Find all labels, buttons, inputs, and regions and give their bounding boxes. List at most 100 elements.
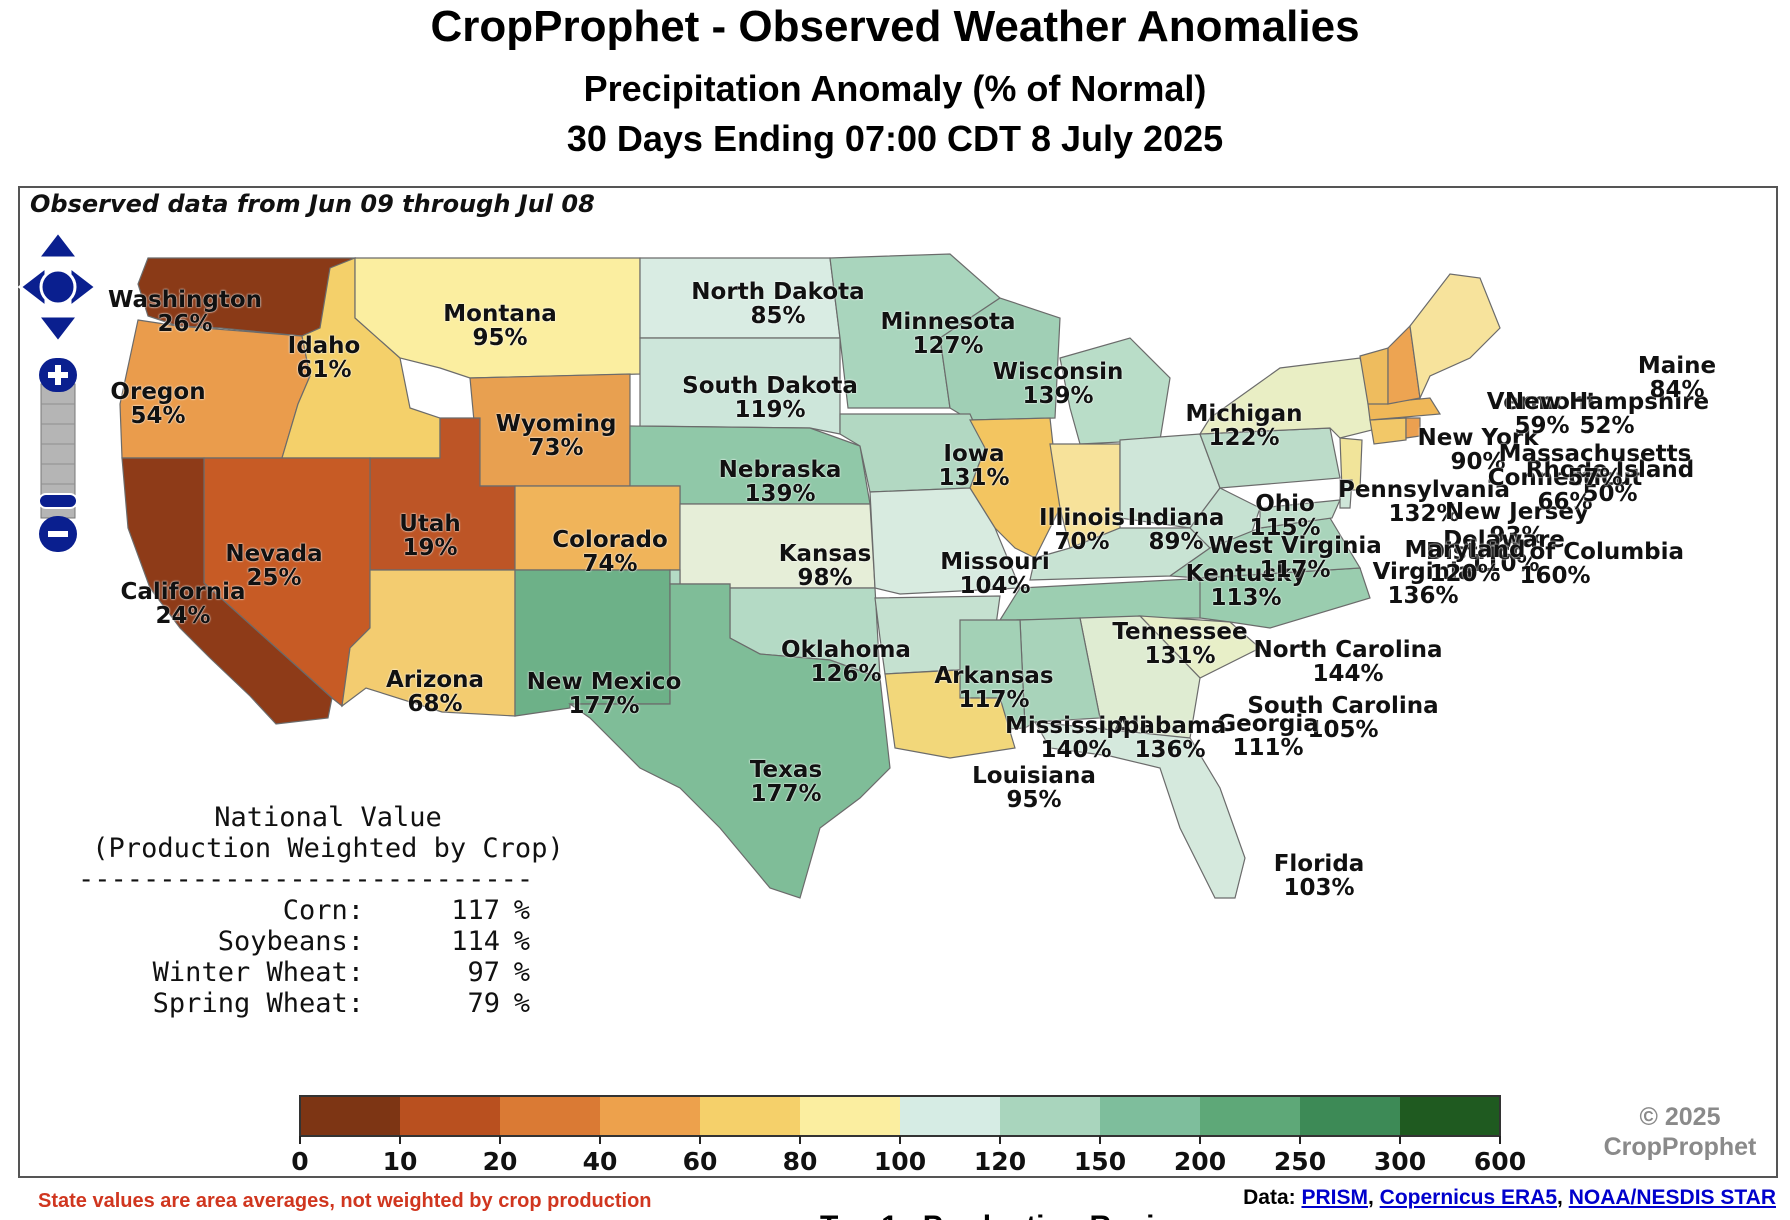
state-value: 54% bbox=[130, 403, 186, 429]
state-name: Illinois bbox=[1039, 505, 1125, 531]
state-region-south-dakota[interactable] bbox=[639, 337, 841, 435]
precip-map[interactable]: 0 10 20 40 60 80 100 120 150 200 250 300 600 bbox=[18, 186, 1778, 1178]
state-label-maine: Maine 84% bbox=[1638, 354, 1716, 402]
state-label-montana: Montana 95% bbox=[443, 302, 556, 350]
legend-tick-label: 120 bbox=[974, 1147, 1026, 1176]
state-value: 139% bbox=[744, 481, 816, 507]
state-name: New Jersey bbox=[1445, 499, 1589, 525]
state-name: Maryland bbox=[1404, 537, 1526, 563]
state-label-maryland: Maryland 120% bbox=[1405, 538, 1526, 586]
state-region-maryland[interactable] bbox=[1259, 499, 1341, 529]
state-name: Maine bbox=[1637, 353, 1717, 379]
legend-swatch bbox=[900, 1096, 1001, 1136]
state-name: South Dakota bbox=[682, 373, 858, 399]
national-value-box: National Value (Production Weighted by C… bbox=[78, 802, 578, 1019]
state-label-missouri: Missouri 104% bbox=[940, 550, 1050, 598]
state-value: 122% bbox=[1208, 425, 1280, 451]
state-name: District of Columbia bbox=[1425, 539, 1685, 565]
crop-label: Spring Wheat: bbox=[152, 988, 364, 1019]
state-region-rhode-island[interactable] bbox=[1405, 417, 1421, 439]
state-value: 104% bbox=[959, 573, 1031, 599]
state-label-wyoming: Wyoming 73% bbox=[496, 412, 617, 460]
state-label-south-carolina: South Carolina 105% bbox=[1247, 694, 1438, 742]
state-region-connecticut[interactable] bbox=[1369, 417, 1407, 445]
state-name: Colorado bbox=[552, 527, 668, 553]
state-label-north-carolina: North Carolina 144% bbox=[1254, 638, 1443, 686]
pan-control[interactable] bbox=[16, 228, 100, 346]
state-value: 140% bbox=[1040, 737, 1112, 763]
state-name: Kentucky bbox=[1185, 561, 1307, 587]
state-label-new-york: New York 90% bbox=[1417, 426, 1538, 474]
state-label-pennsylvania: Pennsylvania 132% bbox=[1338, 478, 1510, 526]
state-value: 160% bbox=[1519, 563, 1591, 589]
national-row: Winter Wheat: 97% bbox=[78, 957, 578, 988]
state-value: 98% bbox=[797, 565, 853, 591]
state-region-wisconsin[interactable] bbox=[939, 297, 1061, 421]
zoom-slider-handle[interactable] bbox=[38, 493, 78, 509]
state-label-connecticut: Connecticut 66% bbox=[1488, 466, 1643, 514]
state-value: 110% bbox=[1468, 551, 1540, 577]
state-label-utah: Utah 19% bbox=[399, 512, 461, 560]
state-value: 113% bbox=[1210, 585, 1282, 611]
legend-swatch bbox=[600, 1096, 701, 1136]
state-name: Vermont bbox=[1486, 389, 1598, 415]
legend-tick-label: 10 bbox=[383, 1147, 418, 1176]
zoom-in-icon[interactable] bbox=[39, 358, 77, 392]
state-label-massachusetts: Massachusetts 57% bbox=[1499, 442, 1692, 490]
national-subtitle: (Production Weighted by Crop) bbox=[92, 833, 564, 864]
nesdis-link[interactable]: NOAA/NESDIS STAR bbox=[1568, 1186, 1776, 1209]
state-label-virginia: Virginia 136% bbox=[1373, 560, 1474, 608]
state-name: Nevada bbox=[225, 541, 323, 567]
state-name: Nebraska bbox=[718, 457, 842, 483]
zoom-control[interactable] bbox=[36, 356, 80, 558]
state-name: Texas bbox=[749, 757, 823, 783]
state-region-delaware[interactable] bbox=[1339, 479, 1353, 509]
page-title: CropProphet - Observed Weather Anomalies bbox=[430, 2, 1360, 51]
state-region-maine[interactable] bbox=[1409, 273, 1501, 401]
legend-tick-label: 150 bbox=[1074, 1147, 1126, 1176]
state-region-florida[interactable] bbox=[1033, 721, 1246, 899]
legend-tick-label: 60 bbox=[683, 1147, 718, 1176]
state-name: Indiana bbox=[1127, 505, 1225, 531]
data-sources-label: Data: bbox=[1243, 1186, 1302, 1209]
state-label-vermont: Vermont 59% bbox=[1487, 390, 1598, 438]
state-value: 50% bbox=[1582, 481, 1638, 507]
state-label-oklahoma: Oklahoma 126% bbox=[781, 638, 911, 686]
state-region-california[interactable] bbox=[121, 457, 333, 725]
national-rule: ---------------------------- bbox=[78, 864, 534, 895]
state-name: New York bbox=[1417, 425, 1539, 451]
state-value: 68% bbox=[407, 691, 463, 717]
state-region-new-jersey[interactable] bbox=[1339, 437, 1363, 491]
state-region-new-york[interactable] bbox=[1198, 357, 1381, 439]
state-region-texas[interactable] bbox=[568, 583, 891, 899]
state-value: 74% bbox=[582, 551, 638, 577]
state-label-alabama: Alabama 136% bbox=[1114, 714, 1227, 762]
state-value: 26% bbox=[157, 311, 213, 337]
state-value: 57% bbox=[1567, 465, 1623, 491]
state-value: 139% bbox=[1022, 383, 1094, 409]
state-value: 111% bbox=[1232, 735, 1304, 761]
crop-unit: % bbox=[513, 957, 530, 988]
state-name: Missouri bbox=[940, 549, 1050, 575]
legend-tick-label: 250 bbox=[1274, 1147, 1326, 1176]
state-name: North Carolina bbox=[1253, 637, 1443, 663]
crop-unit: % bbox=[513, 895, 530, 926]
state-name: Kansas bbox=[778, 541, 872, 567]
state-region-west-virginia[interactable] bbox=[1189, 487, 1261, 549]
pan-up-icon[interactable] bbox=[34, 229, 82, 260]
legend-tick-label: 80 bbox=[783, 1147, 818, 1176]
legend-swatch bbox=[700, 1096, 801, 1136]
state-label-wisconsin: Wisconsin 139% bbox=[993, 360, 1124, 408]
state-label-arkansas: Arkansas 117% bbox=[934, 664, 1053, 712]
prism-link[interactable]: PRISM bbox=[1301, 1186, 1368, 1209]
era5-link[interactable]: Copernicus ERA5 bbox=[1379, 1186, 1558, 1209]
state-label-oregon: Oregon 54% bbox=[110, 380, 205, 428]
legend-tick-label: 20 bbox=[483, 1147, 518, 1176]
national-row: Spring Wheat: 79% bbox=[78, 988, 578, 1019]
crop-unit: % bbox=[513, 988, 530, 1019]
zoom-out-icon[interactable] bbox=[39, 516, 77, 552]
state-region-louisiana[interactable] bbox=[884, 669, 1016, 759]
pan-down-icon[interactable] bbox=[34, 314, 82, 345]
crop-unit: % bbox=[513, 926, 530, 957]
state-label-georgia: Georgia 111% bbox=[1217, 712, 1319, 760]
